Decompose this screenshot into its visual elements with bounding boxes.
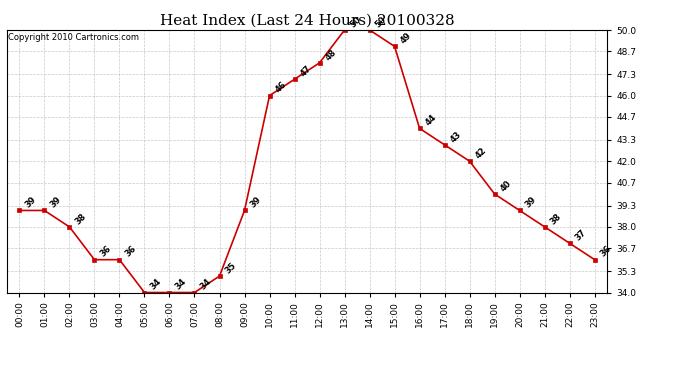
- Text: 36: 36: [99, 244, 113, 259]
- Text: 38: 38: [74, 211, 88, 226]
- Text: 46: 46: [274, 80, 288, 95]
- Text: 49: 49: [399, 31, 413, 46]
- Text: 36: 36: [599, 244, 613, 259]
- Title: Heat Index (Last 24 Hours) 20100328: Heat Index (Last 24 Hours) 20100328: [160, 13, 454, 27]
- Text: 39: 39: [48, 195, 63, 210]
- Text: 34: 34: [174, 277, 188, 292]
- Text: 48: 48: [324, 48, 338, 62]
- Text: 50: 50: [374, 15, 388, 29]
- Text: 36: 36: [124, 244, 138, 259]
- Text: 38: 38: [549, 211, 563, 226]
- Text: 34: 34: [199, 277, 213, 292]
- Text: 40: 40: [499, 179, 513, 193]
- Text: 35: 35: [224, 261, 238, 275]
- Text: 50: 50: [348, 15, 364, 29]
- Text: 34: 34: [148, 277, 164, 292]
- Text: 42: 42: [474, 146, 489, 160]
- Text: 43: 43: [448, 129, 464, 144]
- Text: 44: 44: [424, 113, 438, 128]
- Text: 39: 39: [524, 195, 538, 210]
- Text: 37: 37: [574, 228, 589, 243]
- Text: Copyright 2010 Cartronics.com: Copyright 2010 Cartronics.com: [8, 33, 139, 42]
- Text: 39: 39: [23, 195, 38, 210]
- Text: 39: 39: [248, 195, 263, 210]
- Text: 47: 47: [299, 64, 313, 78]
